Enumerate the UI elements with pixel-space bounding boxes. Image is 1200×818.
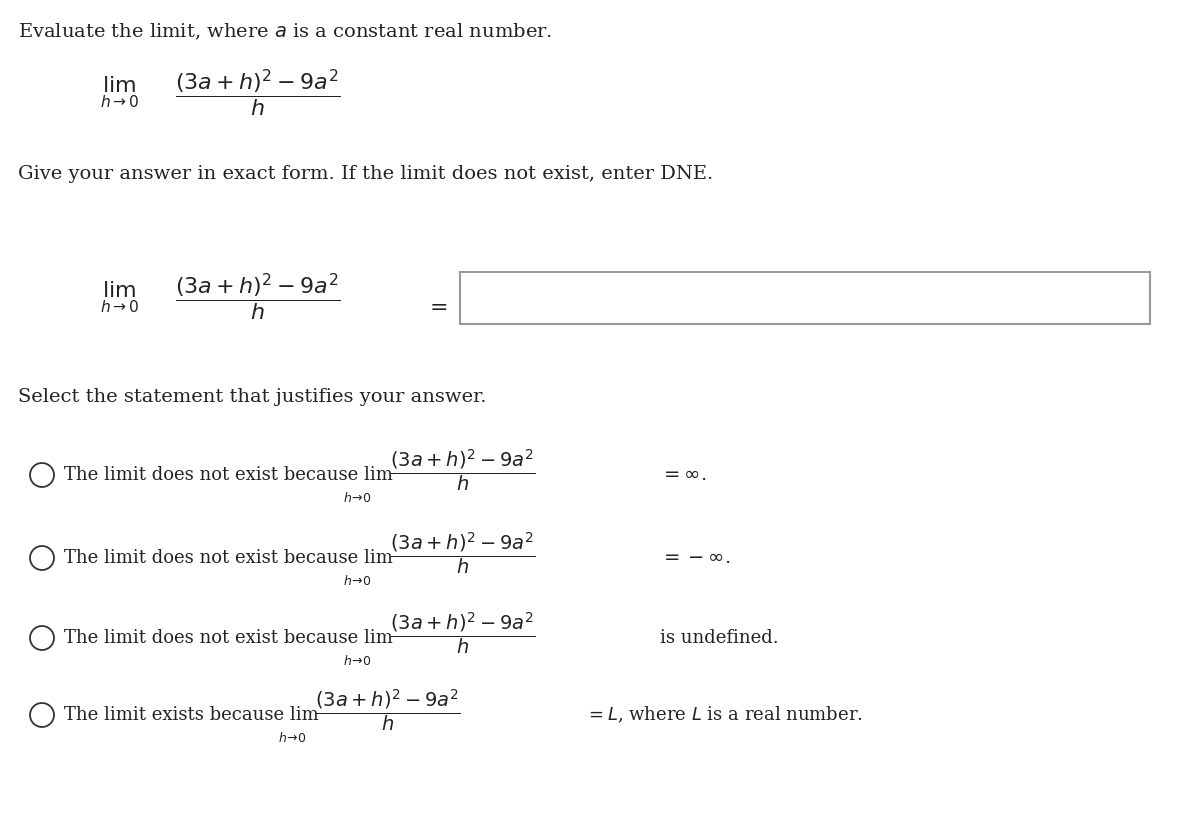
- FancyBboxPatch shape: [460, 272, 1150, 324]
- Text: The limit does not exist because lim: The limit does not exist because lim: [64, 549, 392, 567]
- Text: $\dfrac{(3a + h)^2 - 9a^2}{h}$: $\dfrac{(3a + h)^2 - 9a^2}{h}$: [175, 68, 341, 119]
- Text: $= L$, where $L$ is a real number.: $= L$, where $L$ is a real number.: [586, 705, 863, 725]
- Text: $\dfrac{(3a + h)^2 - 9a^2}{h}$: $\dfrac{(3a + h)^2 - 9a^2}{h}$: [390, 447, 535, 493]
- Text: $\dfrac{(3a + h)^2 - 9a^2}{h}$: $\dfrac{(3a + h)^2 - 9a^2}{h}$: [390, 610, 535, 656]
- Text: $\dfrac{(3a + h)^2 - 9a^2}{h}$: $\dfrac{(3a + h)^2 - 9a^2}{h}$: [175, 272, 341, 323]
- Text: $h\!\to\!0$: $h\!\to\!0$: [278, 731, 306, 745]
- Text: The limit does not exist because lim: The limit does not exist because lim: [64, 629, 392, 647]
- Text: The limit exists because lim: The limit exists because lim: [64, 706, 319, 724]
- Text: Select the statement that justifies your answer.: Select the statement that justifies your…: [18, 388, 486, 406]
- Text: $\underset{h\to 0}{\lim}$: $\underset{h\to 0}{\lim}$: [100, 75, 139, 110]
- Text: $h\!\to\!0$: $h\!\to\!0$: [343, 491, 371, 505]
- Text: The limit does not exist because lim: The limit does not exist because lim: [64, 466, 392, 484]
- Text: $h\!\to\!0$: $h\!\to\!0$: [343, 654, 371, 668]
- Text: is undefined.: is undefined.: [660, 629, 779, 647]
- Text: $h\!\to\!0$: $h\!\to\!0$: [343, 574, 371, 588]
- Text: $=$: $=$: [425, 295, 448, 317]
- Text: $\dfrac{(3a + h)^2 - 9a^2}{h}$: $\dfrac{(3a + h)^2 - 9a^2}{h}$: [390, 530, 535, 576]
- Text: $\dfrac{(3a + h)^2 - 9a^2}{h}$: $\dfrac{(3a + h)^2 - 9a^2}{h}$: [314, 687, 461, 733]
- Text: Evaluate the limit, where $a$ is a constant real number.: Evaluate the limit, where $a$ is a const…: [18, 22, 552, 43]
- Text: $\underset{h\to 0}{\lim}$: $\underset{h\to 0}{\lim}$: [100, 280, 139, 316]
- Text: $= \infty$.: $= \infty$.: [660, 466, 707, 484]
- Text: $= -\infty$.: $= -\infty$.: [660, 549, 731, 567]
- Text: Give your answer in exact form. If the limit does not exist, enter DNE.: Give your answer in exact form. If the l…: [18, 165, 713, 183]
